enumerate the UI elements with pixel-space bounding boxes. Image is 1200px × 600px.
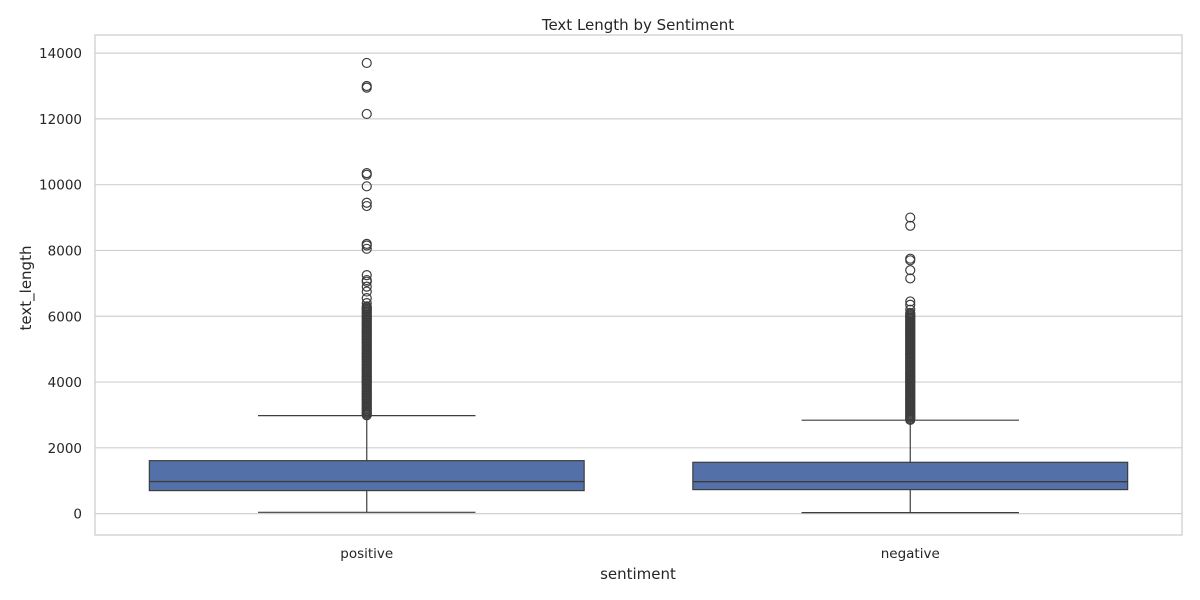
outlier-point (361, 80, 372, 92)
outlier-point (905, 273, 916, 284)
outlier-point (361, 181, 372, 192)
x-tick-labels: positive negative (340, 546, 940, 562)
outlier-point (361, 274, 372, 286)
outlier-point (361, 293, 372, 304)
outlier-point (361, 108, 372, 120)
y-tick-label: 4000 (48, 375, 82, 391)
outlier-point (905, 304, 916, 315)
y-tick-label: 0 (73, 507, 82, 523)
outlier-point (361, 168, 372, 179)
y-tick-label: 2000 (48, 441, 82, 457)
outlier-point (905, 253, 916, 264)
outlier-point (361, 238, 372, 249)
plot-frame (94, 34, 1183, 536)
outlier-point (905, 299, 916, 310)
chart-title: Text Length by Sentiment (541, 16, 734, 34)
plot-area (148, 57, 1129, 514)
outlier-point (905, 265, 916, 276)
outlier-point (361, 281, 372, 292)
gridlines (95, 52, 1182, 515)
box-positive (148, 57, 585, 513)
box-body (148, 460, 585, 492)
y-tick-labels: 0 2000 4000 6000 8000 10000 12000 14000 (39, 46, 82, 523)
x-tick-label: positive (340, 546, 393, 562)
outlier-point (361, 297, 372, 309)
outlier-point (361, 270, 372, 281)
outlier-point (905, 307, 916, 319)
y-tick-label: 8000 (48, 243, 82, 259)
y-tick-label: 6000 (48, 309, 82, 325)
outlier-point (361, 286, 372, 297)
outlier-point (361, 197, 372, 208)
y-tick-label: 10000 (39, 178, 82, 194)
outlier-point (361, 200, 372, 212)
box-body (692, 461, 1129, 491)
y-axis-label: text_length (17, 246, 36, 331)
box-negative (692, 212, 1129, 514)
y-tick-label: 12000 (39, 112, 82, 128)
x-axis-label: sentiment (600, 565, 676, 583)
outlier-point (905, 220, 916, 231)
outlier-point (361, 57, 372, 69)
outlier-point (905, 212, 916, 223)
outlier-point (905, 296, 916, 307)
outlier-point (361, 243, 372, 254)
outlier-point (361, 301, 372, 312)
x-tick-label: negative (881, 546, 940, 562)
y-tick-label: 14000 (39, 46, 82, 62)
